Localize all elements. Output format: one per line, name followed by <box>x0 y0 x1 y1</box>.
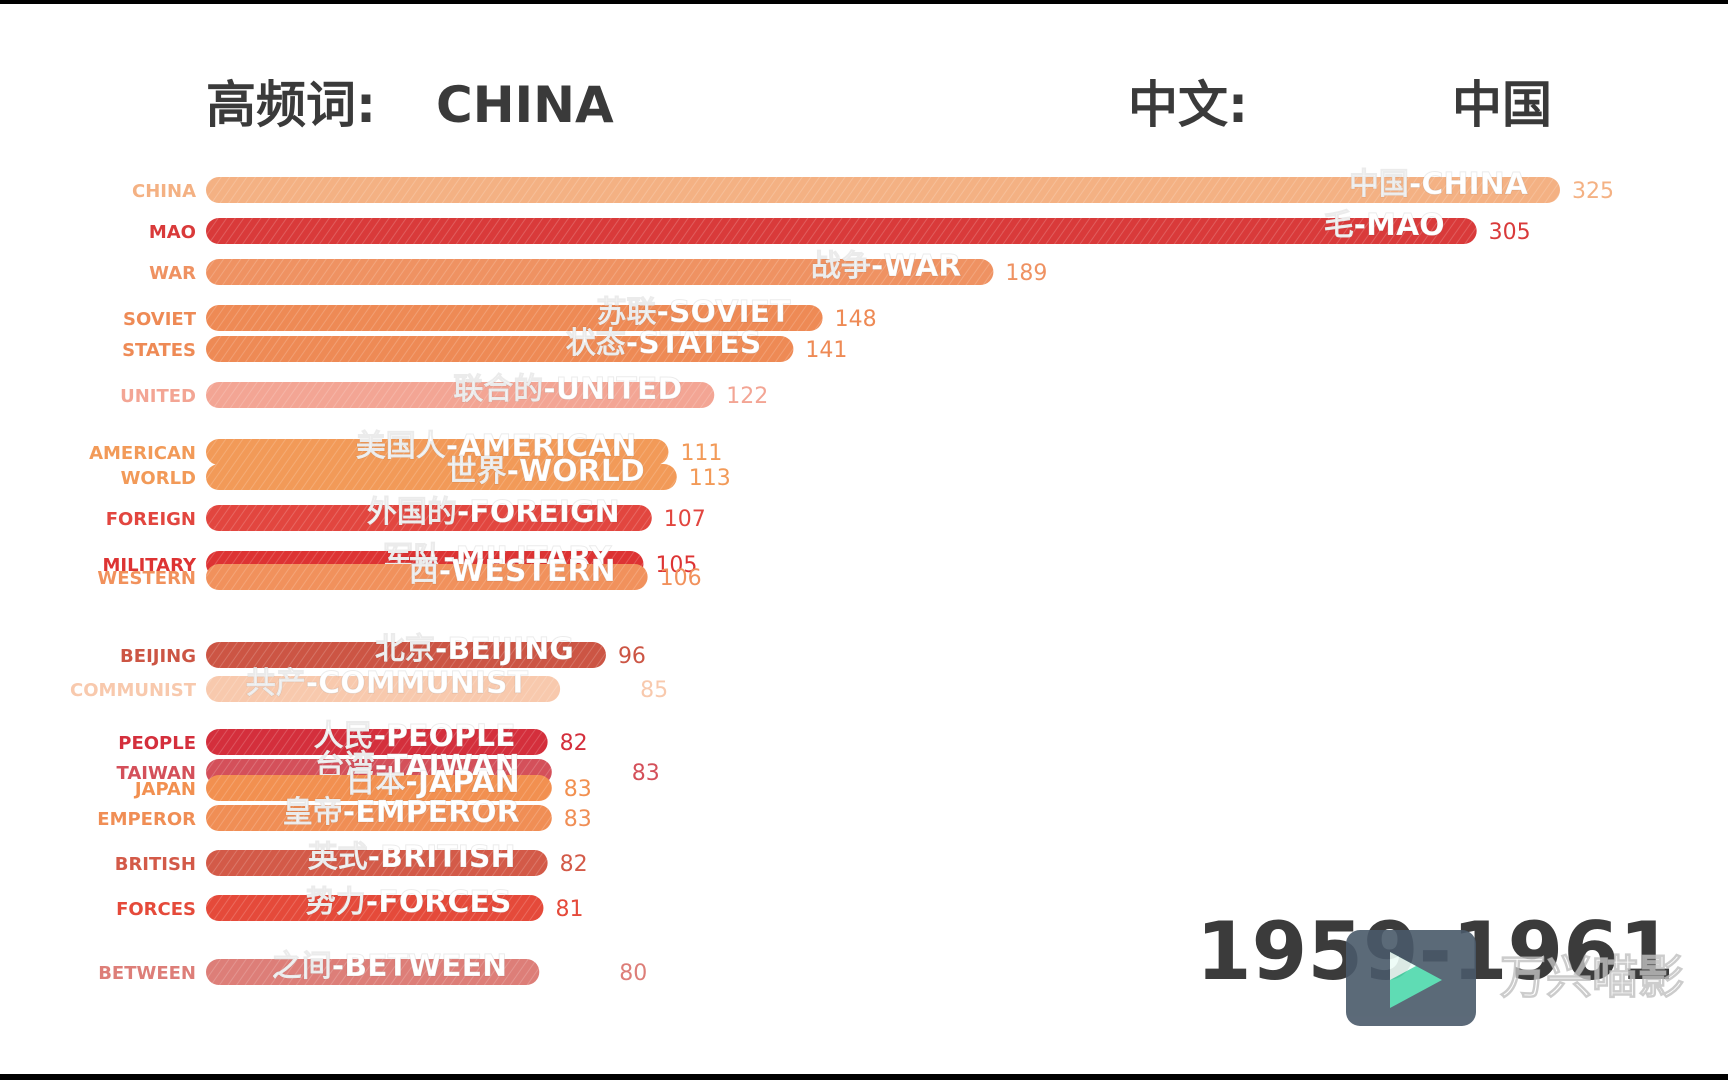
bar-name-label-beijing: 北京-BEIJING <box>375 632 574 667</box>
value-label-war: 189 <box>1005 261 1047 286</box>
category-label-soviet: SOVIET <box>123 309 197 330</box>
category-label-emperor: EMPEROR <box>97 809 196 830</box>
value-label-communist: 85 <box>640 678 668 703</box>
bar-name-label-emperor: 皇帝-EMPEROR <box>283 795 520 830</box>
category-label-military: MILITARY <box>103 555 197 576</box>
value-label-forces: 81 <box>555 897 583 922</box>
value-label-military: 105 <box>655 553 697 578</box>
value-label-american: 111 <box>680 441 722 466</box>
bar-texture-soviet <box>206 305 823 331</box>
bar-name-label-world: 世界-WORLD <box>447 454 645 489</box>
keyword-value: CHINA <box>436 76 614 134</box>
category-label-forces: FORCES <box>116 899 196 920</box>
bar-texture-people <box>206 729 548 755</box>
bar-name-label-communist: 共产-COMMUNIST <box>246 666 529 701</box>
value-label-mao: 305 <box>1489 220 1531 245</box>
bar-texture-war <box>206 259 994 285</box>
value-label-world: 113 <box>689 466 731 491</box>
bar-name-label-british: 英式-BRITISH <box>308 840 516 875</box>
value-label-united: 122 <box>726 384 768 409</box>
bar-texture-states <box>206 336 794 362</box>
bar-texture-british <box>206 850 548 876</box>
bar-name-label-forces: 势力-FORCES <box>306 885 512 920</box>
category-label-foreign: FOREIGN <box>106 509 196 530</box>
value-label-beijing: 96 <box>618 644 646 669</box>
category-label-japan: JAPAN <box>133 779 196 800</box>
keyword-label: 高频词: <box>206 76 376 134</box>
bar-texture-communist <box>206 676 561 702</box>
value-label-japan: 83 <box>564 777 592 802</box>
value-label-foreign: 107 <box>664 507 706 532</box>
value-label-western: 106 <box>660 566 702 591</box>
category-label-western: WESTERN <box>97 568 196 589</box>
bar-texture-foreign <box>206 505 652 531</box>
bar-name-label-between: 之间-BETWEEN <box>272 949 507 984</box>
bar-name-label-western: 西-WESTERN <box>409 554 616 589</box>
category-label-united: UNITED <box>120 386 196 407</box>
bar-name-label-states: 状态-STATES <box>566 326 762 361</box>
category-label-states: STATES <box>122 340 196 361</box>
bar-texture-american <box>206 439 669 465</box>
watermark-badge <box>1346 930 1476 1026</box>
value-label-states: 141 <box>805 338 847 363</box>
chinese-value: 中国 <box>1452 76 1552 134</box>
value-label-emperor: 83 <box>564 807 592 832</box>
bar-name-label-china: 中国-CHINA <box>1349 167 1529 202</box>
bar-texture-mao <box>206 218 1477 244</box>
category-label-people: PEOPLE <box>118 733 196 754</box>
play-triangle-icon <box>1390 952 1442 1008</box>
bar-name-label-people: 人民-PEOPLE <box>314 719 516 754</box>
watermark-text: 万兴喵影 <box>1500 950 1685 1004</box>
bar-name-label-foreign: 外国的-FOREIGN <box>367 495 620 530</box>
bar-texture-forces <box>206 895 544 921</box>
bar-texture-between <box>206 959 540 985</box>
chart-frame: 高频词: CHINA 中文: 中国 CHINA 中国-CHINA 325 MAO 毛-M… <box>0 4 1728 1074</box>
bar-texture-world <box>206 464 677 490</box>
value-label-soviet: 148 <box>835 307 877 332</box>
value-label-between: 80 <box>619 961 647 986</box>
bar-texture-beijing <box>206 642 606 668</box>
bar-texture-japan <box>206 775 552 801</box>
category-label-war: WAR <box>149 263 196 284</box>
bar-chart: CHINA 中国-CHINA 325 MAO 毛-MAO 305 WAR 战争-WAR 189 S… <box>70 167 1614 987</box>
bar-texture-western <box>206 564 648 590</box>
bar-name-label-soviet: 苏联-SOVIET <box>596 295 791 330</box>
value-label-taiwan: 83 <box>632 761 660 786</box>
bar-name-label-japan: 日本-JAPAN <box>345 765 519 800</box>
bar-texture-emperor <box>206 805 552 831</box>
value-label-china: 325 <box>1572 179 1614 204</box>
value-label-british: 82 <box>560 852 588 877</box>
value-label-people: 82 <box>560 731 588 756</box>
category-label-communist: COMMUNIST <box>70 680 197 701</box>
bar-name-label-mao: 毛-MAO <box>1324 208 1445 243</box>
bar-texture-united <box>206 382 715 408</box>
bar-name-label-war: 战争-WAR <box>811 249 962 284</box>
category-label-world: WORLD <box>121 468 196 489</box>
category-label-american: AMERICAN <box>89 443 196 464</box>
category-label-british: BRITISH <box>115 854 196 875</box>
category-label-taiwan: TAIWAN <box>116 763 196 784</box>
category-label-beijing: BEIJING <box>120 646 196 667</box>
bar-texture-china <box>206 177 1560 203</box>
bar-name-label-american: 美国人-AMERICAN <box>356 429 637 464</box>
category-label-mao: MAO <box>149 222 196 243</box>
category-label-between: BETWEEN <box>98 963 196 984</box>
bar-name-label-united: 联合的-UNITED <box>453 372 682 407</box>
category-label-china: CHINA <box>132 181 196 202</box>
chinese-label: 中文: <box>1128 76 1248 134</box>
